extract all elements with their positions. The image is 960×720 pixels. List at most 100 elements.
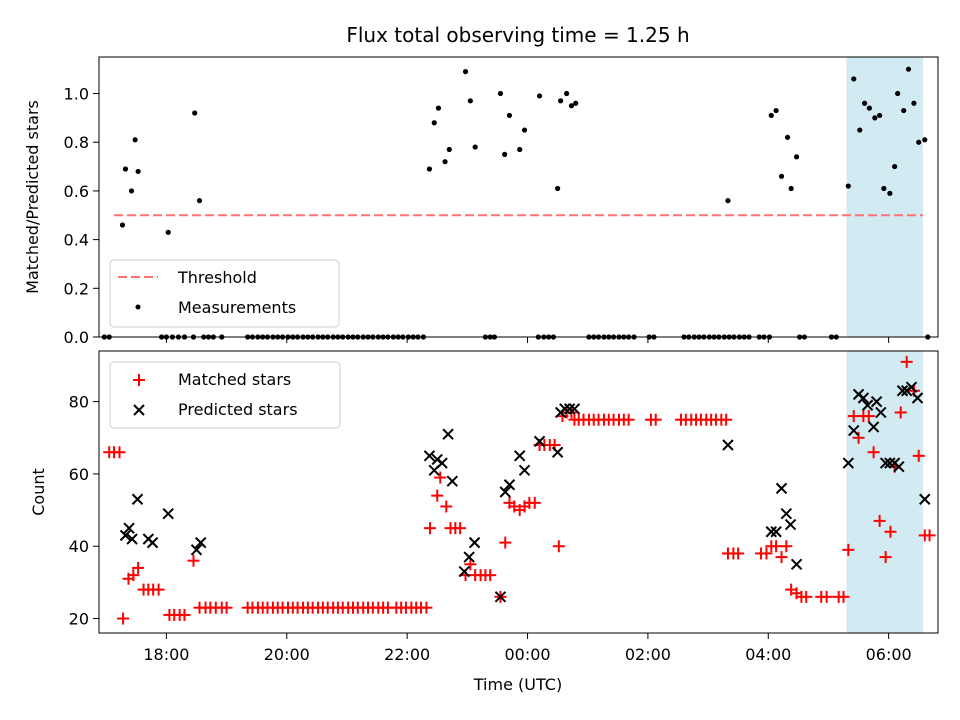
matched-star-point bbox=[800, 590, 813, 603]
predicted-star-points bbox=[119, 381, 931, 603]
y-tick-label: 40 bbox=[69, 537, 89, 556]
y-tick-label: 60 bbox=[69, 465, 89, 484]
predicted-star-point bbox=[468, 536, 481, 549]
count-highlight-region bbox=[846, 351, 923, 633]
measurement-point bbox=[426, 166, 433, 172]
measurement-point bbox=[555, 185, 561, 192]
measurement-point bbox=[128, 188, 135, 194]
measurement-point bbox=[916, 139, 922, 145]
measurement-point bbox=[788, 185, 794, 192]
measurement-point bbox=[905, 66, 912, 72]
matched-star-point bbox=[464, 558, 477, 571]
matched-star-point bbox=[912, 449, 925, 462]
predicted-star-point bbox=[870, 395, 883, 408]
measurement-point bbox=[467, 98, 473, 104]
y-tick-label: 0.2 bbox=[64, 279, 89, 298]
measurement-point bbox=[431, 120, 437, 126]
measurement-point bbox=[881, 185, 887, 192]
measurement-point bbox=[892, 163, 898, 170]
count-y-ticks: 20 40 60 80 bbox=[69, 393, 99, 629]
predicted-star-point bbox=[905, 381, 918, 393]
predicted-star-point bbox=[896, 385, 909, 397]
ratio-y-label: Matched/Predicted stars bbox=[23, 100, 42, 294]
matched-star-point bbox=[117, 612, 130, 625]
measurement-point bbox=[165, 229, 171, 235]
x-tick-label: 02:00 bbox=[625, 645, 671, 664]
y-tick-label: 0.6 bbox=[64, 182, 89, 201]
measurement-point bbox=[845, 183, 851, 189]
ratio-panel: 0.0 0.2 0.4 0.6 0.8 1.0 Matched/Predicted sta… bbox=[23, 56, 939, 347]
predicted-star-point bbox=[848, 424, 860, 437]
measurement-point bbox=[122, 166, 129, 172]
measurement-point bbox=[192, 110, 198, 116]
ratio-y-ticks: 0.0 0.2 0.4 0.6 0.8 1.0 bbox=[64, 85, 99, 347]
predicted-star-point bbox=[884, 457, 896, 469]
matched-star-point bbox=[873, 514, 886, 527]
measurement-point bbox=[462, 69, 469, 75]
matched-star-point bbox=[879, 551, 892, 564]
predicted-star-point bbox=[559, 403, 571, 415]
count-legend[interactable]: Matched stars Predicted stars bbox=[109, 361, 341, 429]
matched-star-point bbox=[484, 569, 497, 582]
matched-star-point bbox=[431, 489, 444, 502]
predicted-star-point bbox=[857, 392, 870, 404]
measurement-point bbox=[922, 137, 928, 143]
matched-star-point bbox=[178, 608, 191, 621]
matched-star-point bbox=[894, 406, 907, 419]
measurement-point bbox=[536, 93, 543, 99]
x-tick-label: 04:00 bbox=[745, 645, 791, 664]
count-panel: 20 40 60 80 18:00 20:00 22:00 00:00 02:00 04:00 0… bbox=[29, 350, 939, 694]
predicted-star-point bbox=[770, 526, 782, 538]
measurement-point bbox=[196, 198, 203, 204]
matched-star-point bbox=[732, 547, 745, 560]
predicted-star-point bbox=[780, 507, 793, 520]
matched-star-point bbox=[440, 500, 453, 513]
count-legend-box bbox=[109, 361, 341, 429]
ratio-legend[interactable]: Threshold Measurements bbox=[109, 259, 340, 328]
ratio-x-tick-marks bbox=[165, 337, 890, 343]
count-y-label: Count bbox=[29, 468, 48, 516]
measurement-point bbox=[725, 198, 731, 204]
measurement-point bbox=[851, 76, 857, 82]
predicted-star-point bbox=[146, 536, 159, 549]
measurement-point bbox=[895, 90, 901, 97]
predicted-legend-swatch bbox=[133, 404, 145, 416]
measurement-point bbox=[866, 105, 872, 111]
matched-star-point bbox=[867, 446, 880, 459]
predicted-star-point bbox=[551, 446, 564, 458]
measurement-point bbox=[502, 151, 508, 157]
measurement-point bbox=[472, 144, 478, 150]
predicted-star-point bbox=[123, 522, 135, 534]
matched-star-point bbox=[780, 540, 793, 553]
y-tick-label: 1.0 bbox=[64, 85, 89, 104]
matched-star-point bbox=[132, 561, 145, 574]
predicted-star-point bbox=[765, 526, 777, 538]
ratio-legend-box bbox=[109, 259, 340, 328]
matched-star-point bbox=[454, 522, 467, 535]
measurement-point bbox=[446, 146, 452, 153]
predicted-star-point bbox=[784, 518, 797, 531]
matched-star-point bbox=[923, 529, 936, 542]
predicted-star-point bbox=[162, 507, 174, 520]
predicted-star-point bbox=[499, 486, 511, 498]
predicted-star-point bbox=[722, 439, 734, 451]
matched-star-point bbox=[760, 547, 773, 560]
matched-star-point bbox=[152, 583, 165, 596]
matched-star-point bbox=[842, 543, 855, 556]
matched-star-point bbox=[837, 590, 850, 603]
x-tick-label: 18:00 bbox=[143, 645, 189, 664]
predicted-star-point bbox=[568, 403, 581, 415]
predicted-legend-label: Predicted stars bbox=[178, 400, 298, 419]
predicted-star-point bbox=[518, 464, 531, 477]
predicted-star-point bbox=[119, 529, 132, 542]
x-tick-label: 06:00 bbox=[866, 645, 912, 664]
measurement-point bbox=[442, 159, 448, 165]
measurement-point bbox=[911, 100, 917, 106]
time-x-ticks: 18:00 20:00 22:00 00:00 02:00 04:00 06:00 bbox=[143, 633, 912, 664]
x-tick-label: 22:00 bbox=[384, 645, 430, 664]
predicted-star-point bbox=[861, 399, 874, 411]
measurement-point bbox=[857, 127, 863, 133]
x-tick-label: 00:00 bbox=[504, 645, 550, 664]
predicted-star-point bbox=[463, 551, 475, 563]
